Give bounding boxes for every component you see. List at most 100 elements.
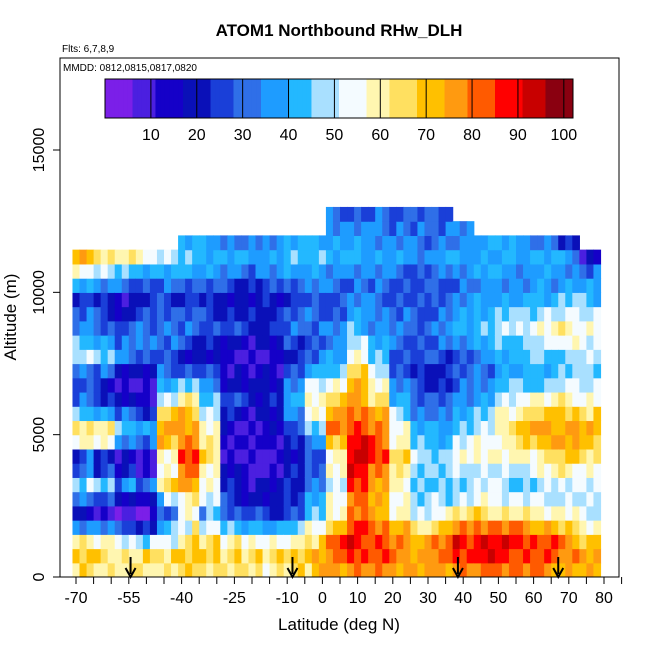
heatmap-cell — [389, 320, 397, 336]
heatmap-cell — [396, 363, 404, 379]
heatmap-cell — [523, 306, 531, 322]
heatmap-cell — [107, 448, 116, 464]
heatmap-cell — [227, 391, 235, 407]
colorbar-swatch — [366, 79, 372, 118]
heatmap-cell — [452, 520, 461, 535]
heatmap-cell — [248, 562, 257, 577]
heatmap-cell — [473, 320, 482, 336]
heatmap-cell — [530, 249, 538, 265]
heatmap-cell — [431, 292, 440, 308]
heatmap-cell — [466, 463, 475, 478]
heatmap-cell — [297, 548, 306, 564]
heatmap-cell — [544, 377, 552, 393]
heatmap-cell — [586, 335, 595, 350]
heatmap-cell — [79, 406, 88, 422]
heatmap-cell — [403, 505, 411, 521]
heatmap-cell — [241, 420, 250, 436]
colorbar-swatch — [329, 79, 335, 118]
heatmap-cell — [565, 349, 573, 365]
heatmap-cell — [241, 434, 250, 450]
colorbar-swatch — [499, 79, 505, 118]
heatmap-cell — [417, 448, 426, 464]
heatmap-cell — [311, 306, 320, 322]
heatmap-cell — [255, 477, 264, 493]
heatmap-cell — [135, 377, 144, 393]
heatmap-cell — [558, 249, 566, 265]
heatmap-cell — [508, 363, 517, 379]
heatmap-cell — [318, 520, 327, 535]
heatmap-cell — [276, 292, 285, 308]
heatmap-cell — [283, 562, 292, 577]
heatmap-cell — [220, 335, 228, 350]
heatmap-cell — [361, 335, 369, 350]
heatmap-cell — [593, 278, 602, 293]
heatmap-cell — [135, 434, 144, 450]
heatmap-cell — [93, 406, 102, 422]
heatmap-cell — [389, 221, 397, 236]
heatmap-cell — [206, 335, 214, 350]
heatmap-cell — [192, 406, 200, 422]
heatmap-cell — [466, 548, 475, 564]
heatmap-cell — [347, 377, 355, 393]
heatmap-cell — [178, 562, 186, 577]
heatmap-cell — [86, 534, 95, 550]
heatmap-cell — [227, 448, 235, 464]
heatmap-cell — [262, 491, 271, 507]
heatmap-cell — [565, 306, 573, 322]
heatmap-cell — [452, 320, 461, 336]
heatmap-cell — [332, 520, 341, 535]
heatmap-cell — [361, 391, 369, 407]
heatmap-cell — [354, 448, 362, 464]
heatmap-cell — [241, 548, 250, 564]
heatmap-cell — [494, 520, 503, 535]
heatmap-cell — [86, 249, 95, 265]
heatmap-cell — [417, 391, 426, 407]
heatmap-cell — [304, 278, 313, 293]
heatmap-cell — [340, 406, 348, 422]
heatmap-cell — [171, 263, 179, 279]
heatmap-cell — [396, 263, 404, 279]
heatmap-cell — [185, 463, 193, 478]
heatmap-cell — [530, 505, 538, 521]
heatmap-cell — [128, 263, 137, 279]
heatmap-cell — [551, 263, 559, 279]
heatmap-cell — [586, 505, 595, 521]
heatmap-cell — [86, 263, 95, 279]
heatmap-cell — [551, 548, 559, 564]
colorbar-swatch — [302, 79, 308, 118]
heatmap-cell — [382, 221, 390, 236]
x-tick-label: -25 — [223, 590, 246, 607]
heatmap-cell — [410, 534, 419, 550]
heatmap-cell — [523, 335, 531, 350]
heatmap-cell — [579, 391, 587, 407]
heatmap-cell — [487, 278, 496, 293]
heatmap-cell — [516, 306, 524, 322]
heatmap-cell — [192, 505, 200, 521]
heatmap-cell — [586, 434, 595, 450]
heatmap-cell — [199, 235, 207, 251]
heatmap-cell — [389, 448, 397, 464]
heatmap-cell — [121, 363, 130, 379]
heatmap-cell — [396, 420, 404, 436]
heatmap-cell — [199, 249, 207, 265]
heatmap-cell — [424, 377, 433, 393]
heatmap-cell — [354, 206, 362, 222]
heatmap-cell — [480, 320, 489, 336]
heatmap-cell — [142, 463, 151, 478]
heatmap-cell — [579, 534, 587, 550]
heatmap-cell — [558, 349, 566, 365]
heatmap-cell — [375, 477, 383, 493]
heatmap-cell — [508, 434, 517, 450]
heatmap-cell — [220, 548, 228, 564]
heatmap-cell — [220, 306, 228, 322]
heatmap-cell — [100, 377, 109, 393]
heatmap-cell — [544, 306, 552, 322]
heatmap-cell — [283, 420, 292, 436]
heatmap-cell — [164, 335, 172, 350]
heatmap-cell — [100, 477, 109, 493]
heatmap-cell — [241, 292, 250, 308]
heatmap-cell — [361, 548, 369, 564]
heatmap-cell — [410, 235, 419, 251]
heatmap-cell — [332, 491, 341, 507]
heatmap-cell — [466, 292, 475, 308]
